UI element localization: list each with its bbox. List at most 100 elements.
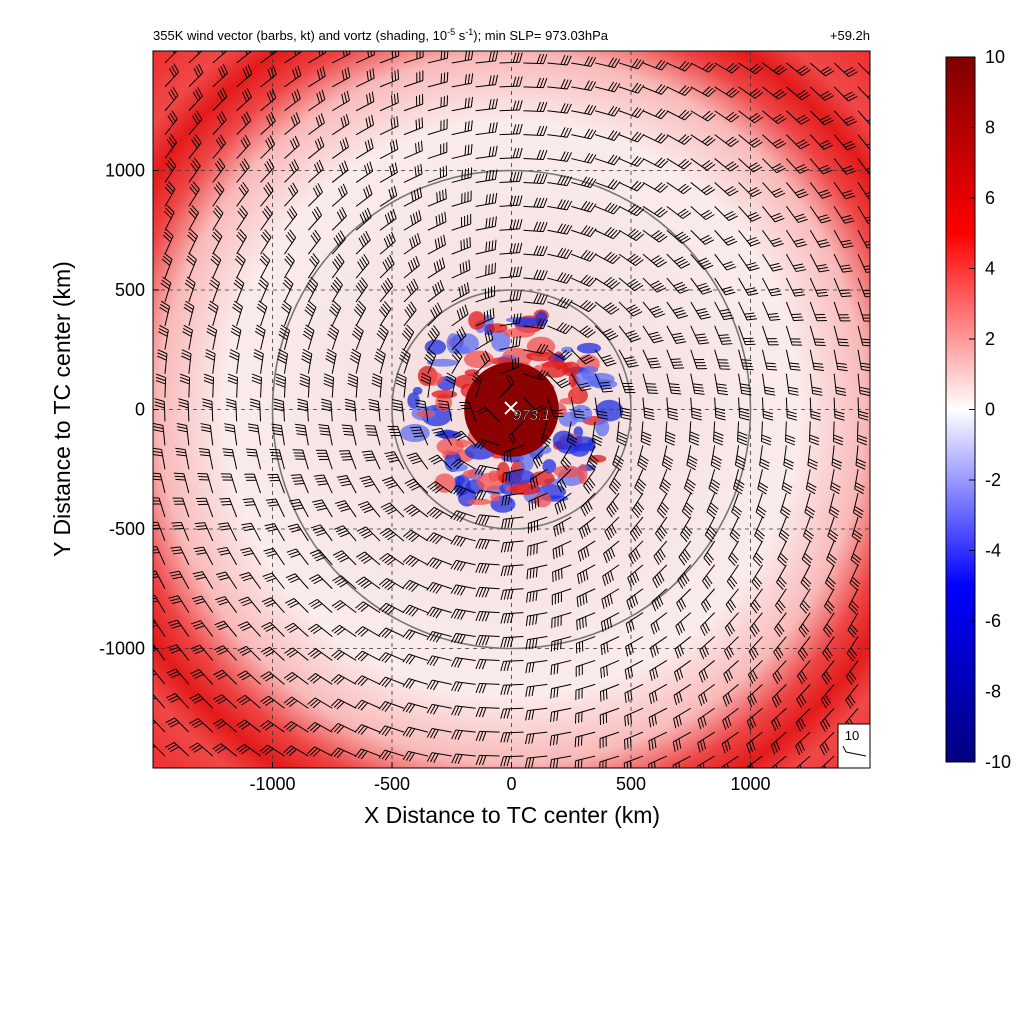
wind-barb (809, 110, 834, 126)
wind-barb-flag (790, 368, 801, 371)
wind-barb-flag (259, 279, 268, 287)
wind-barb-flag (606, 253, 615, 261)
wind-barb-flag (392, 164, 396, 175)
wind-barb-flag (830, 488, 840, 495)
wind-barb (451, 681, 476, 692)
wind-barb-shaft (738, 206, 753, 222)
wind-barb-flag (512, 100, 517, 111)
wind-barb-flag (411, 510, 420, 517)
wind-barb-shaft (419, 426, 429, 446)
wind-barb-shaft (738, 158, 754, 173)
wind-barb-flag (241, 550, 252, 554)
wind-barb (738, 62, 764, 75)
wind-barb-flag (168, 646, 179, 652)
wind-barb-flag (382, 476, 392, 482)
wind-barb-flag (751, 216, 762, 222)
wind-barb-flag (450, 560, 457, 570)
wind-barb-flag (749, 112, 758, 120)
wind-barb (451, 143, 473, 160)
wind-barb-flag (556, 710, 559, 721)
wind-barb-flag (405, 751, 412, 761)
wind-barb (762, 86, 787, 100)
wind-barb (391, 399, 405, 422)
wind-barb-flag (637, 84, 645, 94)
wind-barb-flag (457, 610, 463, 620)
wind-barb-flag (512, 219, 517, 230)
wind-barb (595, 81, 621, 93)
wind-barb-flag (725, 136, 735, 144)
wind-barb-flag (170, 722, 180, 728)
wind-barb-shaft (475, 107, 496, 112)
wind-barb-flag (335, 500, 345, 504)
wind-barb (403, 278, 419, 303)
wind-barb-flag (678, 158, 687, 167)
wind-barb-shaft (308, 145, 325, 159)
wind-barb (403, 504, 429, 518)
wind-barb-flag (453, 486, 461, 495)
wind-barb-flag (276, 358, 287, 364)
wind-barb-flag (583, 525, 589, 535)
wind-barb-flag (552, 549, 555, 560)
wind-barb-flag (205, 355, 215, 361)
wind-barb-flag (656, 287, 667, 293)
wind-barb-flag (343, 92, 348, 103)
wind-barb-shaft (578, 540, 596, 553)
wind-barb-flag (537, 406, 547, 413)
wind-barb-flag (193, 136, 200, 146)
wind-barb-flag (610, 106, 618, 116)
wind-barb (437, 400, 453, 422)
wind-barb-flag (744, 312, 755, 315)
wind-barb-flag (841, 190, 852, 195)
wind-barb (283, 672, 309, 685)
wind-barb-shaft (236, 120, 252, 136)
wind-barb-flag (705, 87, 714, 96)
wind-barb (786, 86, 811, 101)
wind-barb-flag (691, 413, 702, 418)
wind-barb (618, 180, 645, 192)
wind-barb-shaft (674, 660, 692, 673)
wind-barb (379, 116, 399, 136)
wind-barb-shaft (749, 612, 763, 629)
wind-barb-flag (553, 687, 556, 698)
wind-barb-flag (677, 183, 687, 191)
wind-barb-flag (748, 292, 759, 296)
wind-barb-flag (371, 379, 382, 385)
wind-barb-shaft (785, 373, 790, 394)
wind-barb-shaft (222, 645, 238, 661)
wind-barb-shaft (157, 522, 166, 542)
wind-barb-flag (435, 609, 443, 619)
wind-barb-flag (616, 440, 627, 446)
wind-barb-flag (297, 401, 308, 406)
wind-barb-flag (437, 302, 443, 312)
wind-barb-flag (708, 488, 718, 495)
wind-barb-flag (413, 190, 417, 201)
wind-barb-flag (589, 253, 597, 262)
wind-barb-flag (665, 434, 676, 440)
wind-barb-shaft (176, 644, 190, 661)
wind-barb-flag (726, 739, 731, 750)
wind-barb-shaft (528, 516, 548, 524)
wind-barb-flag (248, 426, 259, 430)
wind-barb-flag (411, 584, 419, 593)
wind-barb-flag (637, 133, 645, 143)
wind-barb-flag (751, 625, 758, 635)
wind-barb (170, 546, 190, 566)
wind-barb-flag (269, 51, 273, 56)
wind-barb (249, 398, 262, 422)
wind-barb (283, 745, 309, 757)
wind-barb-flag (153, 546, 157, 548)
wind-barb-flag (354, 626, 364, 634)
wind-barb (820, 707, 835, 732)
wind-barb-flag (715, 407, 726, 411)
wind-barb-flag (478, 563, 484, 573)
wind-barb-shaft (629, 516, 644, 533)
wind-barb-flag (867, 70, 870, 74)
wind-barb-shaft (738, 277, 750, 296)
wind-barb-flag (436, 192, 438, 203)
wind-barb-flag (627, 228, 636, 236)
wind-barb-flag (843, 116, 853, 122)
wind-barb-shaft (432, 703, 452, 709)
wind-barb-flag (734, 481, 744, 489)
wind-barb-flag (435, 585, 443, 594)
wind-barb-shaft (666, 349, 675, 369)
